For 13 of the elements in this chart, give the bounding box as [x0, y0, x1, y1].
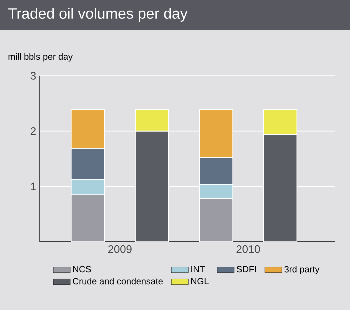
legend-label: Crude and condensate	[73, 278, 163, 285]
y-tick-label: 1	[31, 182, 36, 190]
legend-label: INT	[192, 266, 205, 272]
y-tick-label: 3	[30, 72, 36, 80]
y-tick-label: 2	[30, 128, 36, 136]
x-tick-label: 2010	[236, 246, 260, 254]
legend-label: 3rd party	[284, 266, 320, 274]
legend-label: NGL	[191, 278, 209, 285]
y-axis-title: mill bbls per day	[8, 53, 73, 62]
legend-label: SDFI	[236, 266, 256, 273]
chart-title: Traded oil volumes per day	[8, 8, 188, 22]
legend-label: NCS	[73, 266, 92, 273]
x-tick-label: 2009	[108, 246, 132, 254]
